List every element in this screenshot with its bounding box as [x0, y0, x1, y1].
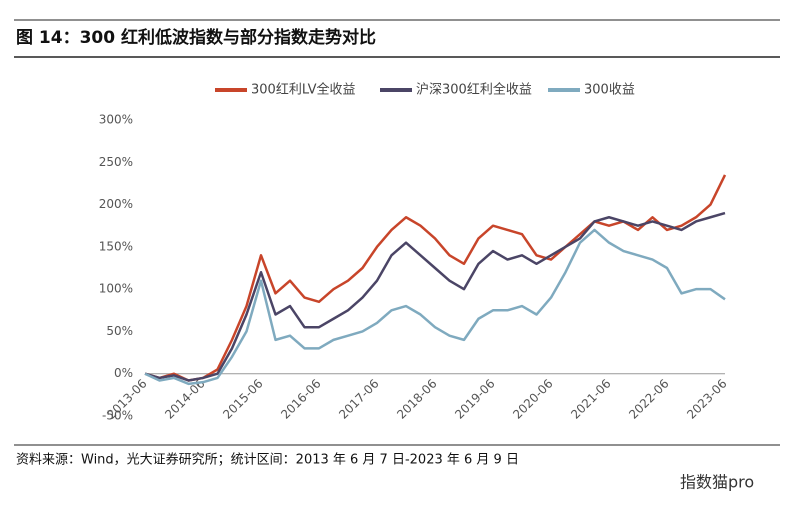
watermark: 指数猫pro — [680, 473, 754, 492]
y-tick-label: 0% — [114, 366, 133, 380]
y-tick-label: 250% — [99, 155, 133, 169]
chart-title: 图 14：300 红利低波指数与部分指数走势对比 — [16, 27, 376, 48]
x-tick-label: 2016-06 — [278, 376, 323, 421]
x-tick-label: 2018-06 — [394, 376, 439, 421]
y-tick-label: -50% — [102, 409, 133, 423]
x-tick-label: 2022-06 — [626, 376, 671, 421]
legend-label: 300红利LV全收益 — [251, 82, 356, 98]
x-tick-label: 2023-06 — [684, 376, 729, 421]
series-line — [144, 174, 727, 382]
y-tick-label: 200% — [99, 197, 133, 211]
series-line — [144, 211, 726, 382]
x-tick-label: 2021-06 — [568, 376, 613, 421]
x-tick-label: 2019-06 — [452, 376, 497, 421]
y-tick-label: 300% — [99, 113, 133, 127]
y-tick-label: 50% — [106, 324, 133, 338]
y-tick-label: 150% — [99, 239, 133, 253]
legend-label: 沪深300红利全收益 — [416, 82, 532, 98]
x-tick-label: 2020-06 — [510, 376, 555, 421]
x-tick-label: 2015-06 — [220, 376, 265, 421]
legend-label: 300收益 — [584, 83, 635, 98]
y-tick-label: 100% — [99, 282, 133, 296]
source: 资料来源：Wind，光大证券研究所；统计区间：2013 年 6 月 7 日-20… — [16, 452, 519, 468]
series-line — [144, 228, 726, 386]
x-tick-label: 2017-06 — [336, 376, 381, 421]
